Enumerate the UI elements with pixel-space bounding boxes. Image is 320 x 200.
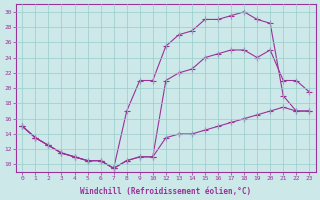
X-axis label: Windchill (Refroidissement éolien,°C): Windchill (Refroidissement éolien,°C) xyxy=(80,187,252,196)
